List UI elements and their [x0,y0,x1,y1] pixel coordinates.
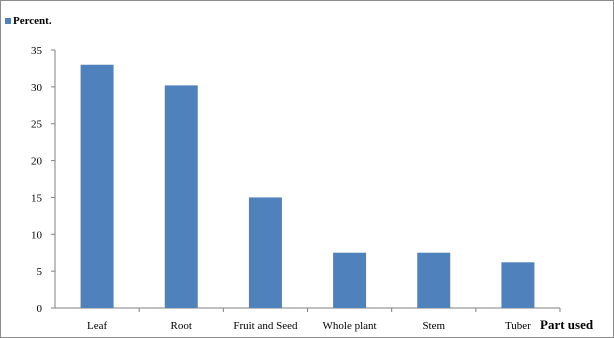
x-category-label: Fruit and Seed [233,320,298,332]
bars [80,64,561,312]
x-category-label: Stem [422,320,445,332]
x-category-label: Leaf [87,320,107,332]
legend-swatch [5,18,11,24]
x-axis-title: Part used [540,317,594,332]
bar-stem [417,252,451,308]
x-axis-labels: Leaf Root Fruit and Seed Whole plant Stem Tub… [87,320,531,332]
y-tick-label: 25 [31,119,43,131]
y-axis-ticks: 0 5 10 15 20 25 30 35 [31,45,55,315]
y-tick-label: 5 [37,266,43,278]
y-tick-label: 10 [31,229,43,241]
bar-root [164,85,198,308]
y-tick-label: 30 [31,82,43,94]
y-tick-label: 15 [31,192,43,204]
y-tick-label: 35 [31,45,43,57]
bar-leaf [80,64,114,308]
legend: Percent. [5,15,52,27]
bar-tuber [501,262,535,308]
legend-label: Percent. [13,15,52,27]
x-category-label: Root [171,320,192,332]
y-tick-label: 20 [31,156,43,168]
y-tick-label: 0 [37,303,43,315]
x-category-label: Tuber [505,320,531,332]
bar-whole-plant [333,252,367,308]
bar-fruit-and-seed [248,197,282,308]
x-category-label: Whole plant [323,320,377,332]
